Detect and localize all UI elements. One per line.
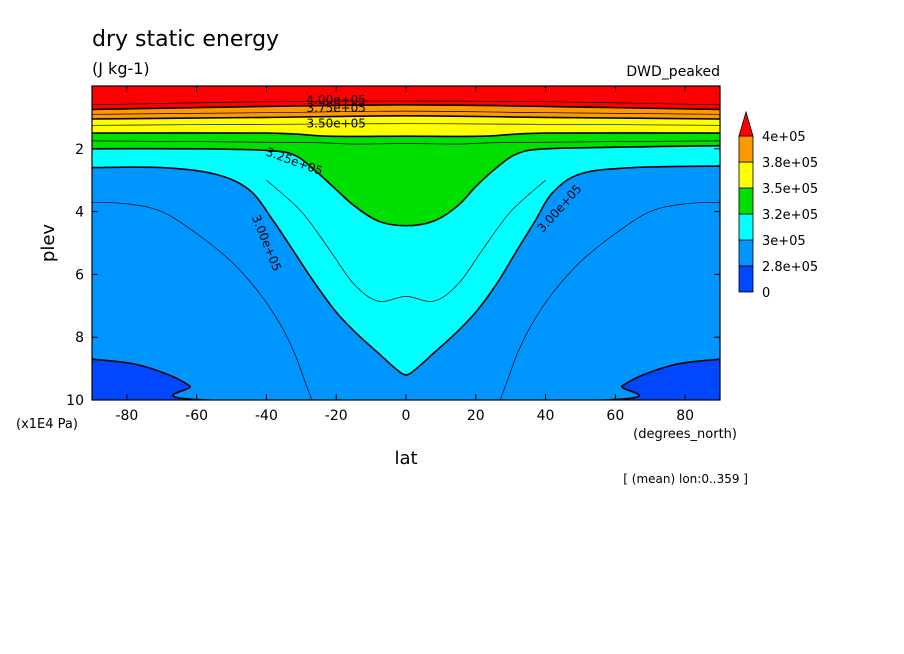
y-tick-label: 8 <box>75 330 84 346</box>
band-2.8e+05-3e+05 <box>92 166 720 400</box>
x-tick-label: -80 <box>115 408 138 424</box>
x-axis-units: (degrees_north) <box>633 427 737 442</box>
contour-line <box>92 144 720 227</box>
y-tick-label: 4 <box>75 205 84 221</box>
contour-line <box>92 114 720 120</box>
colorbar-arrow <box>738 110 754 137</box>
x-tick-label: 40 <box>537 408 555 424</box>
footnote: [ (mean) lon:0..359 ] <box>623 472 748 486</box>
y-tick-label: 6 <box>75 267 84 283</box>
x-tick-label: 0 <box>402 408 411 424</box>
contour-line <box>92 165 720 376</box>
colorbar-label: 2.8e+05 <box>762 260 818 275</box>
y-axis-units: (x1E4 Pa) <box>16 417 78 432</box>
x-tick-label: 20 <box>467 408 485 424</box>
x-tick-label: -40 <box>255 408 278 424</box>
x-axis-label: lat <box>394 448 417 469</box>
band-0-2.8e+05 <box>92 359 720 400</box>
plot-area: 4.00e+053.75e+053.50e+053.25e+053.00e+05… <box>91 85 721 401</box>
chart-title: dry static energy <box>92 27 279 52</box>
x-tick-label: -20 <box>325 408 348 424</box>
colorbar-label: 4e+05 <box>762 130 806 145</box>
chart-units: (J kg-1) <box>92 59 150 78</box>
contour-line-thin <box>266 179 546 302</box>
y-tick-label: 10 <box>66 393 84 409</box>
x-tick-label: -60 <box>185 408 208 424</box>
colorbar-label: 0 <box>762 286 770 301</box>
colorbar-label: 3.8e+05 <box>762 156 818 171</box>
contour-line <box>92 132 720 138</box>
contour-line <box>92 358 720 400</box>
contour-line-thin <box>92 140 720 145</box>
contour-label: 4.00e+05 <box>307 93 366 107</box>
y-tick-label: 2 <box>75 142 84 158</box>
y-axis-ticks: 2 4 6 8 10 <box>66 142 720 409</box>
contour-label: 3.50e+05 <box>307 117 366 131</box>
colorbar-segment <box>738 187 754 215</box>
colorbar-label: 3.2e+05 <box>762 208 818 223</box>
contour-line-thin <box>92 100 720 106</box>
dataset-name: DWD_peaked <box>626 64 720 80</box>
contour-line <box>92 103 720 111</box>
contour-line-thin <box>499 201 720 400</box>
colorbar-segment <box>738 161 754 189</box>
colorbar-segment <box>738 213 754 241</box>
colorbar-segment <box>738 265 754 293</box>
x-tick-label: 80 <box>676 408 694 424</box>
y-axis-label: plev <box>38 224 59 263</box>
contour-line-thin <box>92 201 313 400</box>
colorbar-label: 3.5e+05 <box>762 182 818 197</box>
colorbar-label: 3e+05 <box>762 234 806 249</box>
contour-line-thin <box>92 123 720 126</box>
x-tick-label: 60 <box>606 408 624 424</box>
contour-line-thin <box>92 110 720 115</box>
x-axis-ticks: -80 -60 -40 -20 0 20 40 60 80 <box>115 86 694 424</box>
colorbar: 0 2.8e+05 3e+05 3.2e+05 3.5e+05 3.8e+05 4e+05 <box>738 110 818 301</box>
colorbar-segment <box>738 135 754 163</box>
colorbar-segment <box>738 239 754 267</box>
contour-label: 3.75e+05 <box>307 101 366 115</box>
